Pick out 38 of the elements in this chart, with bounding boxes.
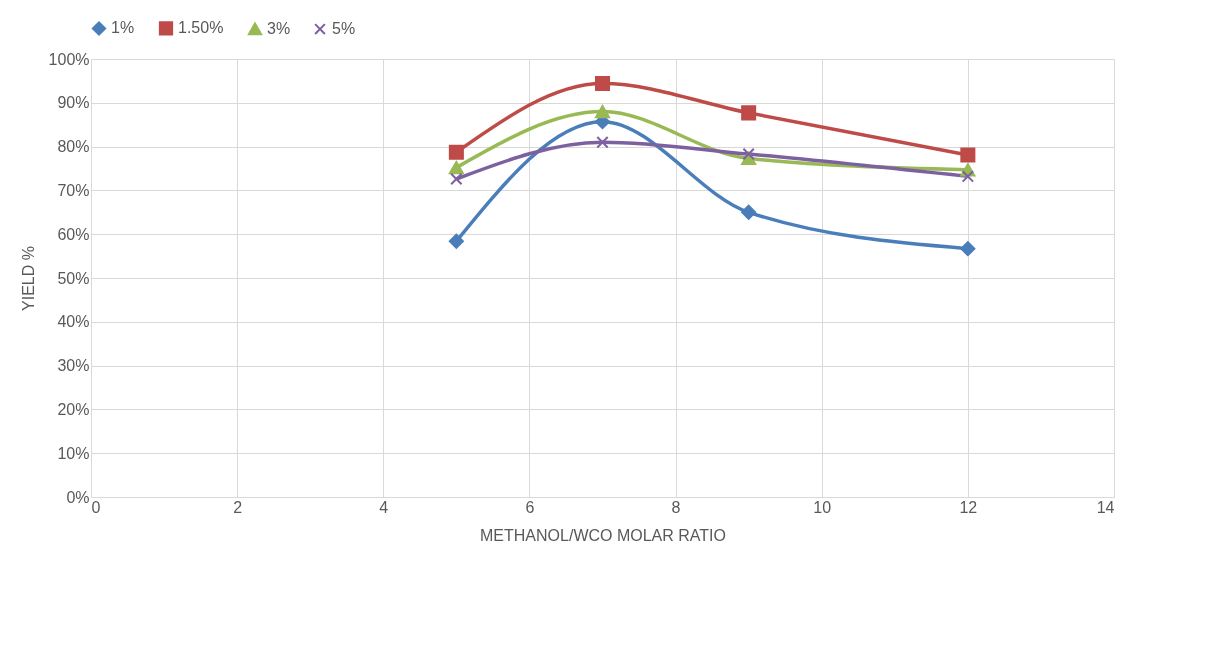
point xyxy=(448,144,464,160)
y-tick-label: 10% xyxy=(57,444,90,462)
y-tick-label: 40% xyxy=(57,313,90,331)
y-axis-title: YIELD % xyxy=(19,246,37,311)
y-tick-label: 70% xyxy=(57,181,90,199)
x-tick-label: 6 xyxy=(525,498,535,516)
point xyxy=(448,233,464,249)
point xyxy=(960,241,976,257)
y-tick-label: 80% xyxy=(57,138,90,156)
x-tick-label: 12 xyxy=(959,498,978,516)
legend-label: 1% xyxy=(111,19,135,37)
point xyxy=(596,136,609,149)
y-tick-label: 50% xyxy=(57,269,90,287)
y-tick-label: 60% xyxy=(57,225,90,243)
legend-label: 1.50% xyxy=(178,19,224,37)
y-tick-label: 30% xyxy=(57,357,90,375)
y-tick-label: 0% xyxy=(66,488,90,506)
x-tick-label: 4 xyxy=(379,498,389,516)
x-tick-label: 2 xyxy=(233,498,243,516)
y-tick-label: 20% xyxy=(57,400,90,418)
point xyxy=(594,104,611,119)
x-tick-label: 0 xyxy=(91,498,101,516)
x-axis-title: METHANOL/WCO MOLAR RATIO xyxy=(480,526,726,544)
point xyxy=(742,147,755,161)
point xyxy=(741,204,757,220)
x-tick-label: 14 xyxy=(1096,498,1115,516)
y-tick-label: 100% xyxy=(48,50,90,68)
x-tick-label: 8 xyxy=(671,498,681,516)
x-tick-label: 10 xyxy=(813,498,832,516)
point xyxy=(961,170,975,183)
point xyxy=(448,160,464,175)
point xyxy=(450,172,463,186)
y-tick-label: 90% xyxy=(57,94,90,112)
legend-label: 5% xyxy=(332,20,356,38)
point xyxy=(960,147,976,163)
point xyxy=(741,105,757,121)
point xyxy=(594,76,611,92)
legend-label: 3% xyxy=(267,19,291,37)
